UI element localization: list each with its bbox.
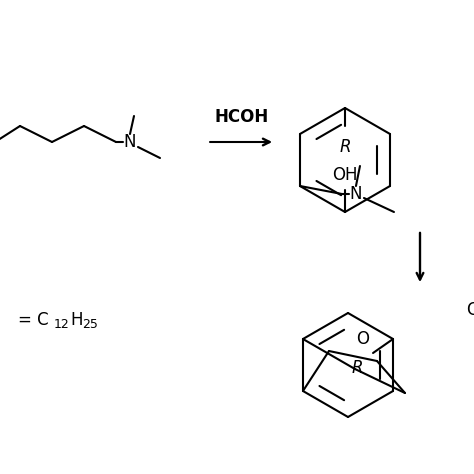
Text: O: O: [356, 330, 369, 348]
Text: H: H: [70, 311, 82, 329]
Text: HCOH: HCOH: [215, 108, 269, 126]
Text: N: N: [124, 133, 136, 151]
Text: N: N: [350, 185, 362, 203]
Text: 12: 12: [54, 319, 70, 331]
Text: C: C: [466, 301, 474, 319]
Text: R: R: [339, 138, 351, 156]
Text: OH: OH: [332, 166, 358, 184]
Text: 25: 25: [82, 319, 98, 331]
Text: R: R: [352, 359, 363, 377]
Text: = C: = C: [18, 311, 49, 329]
